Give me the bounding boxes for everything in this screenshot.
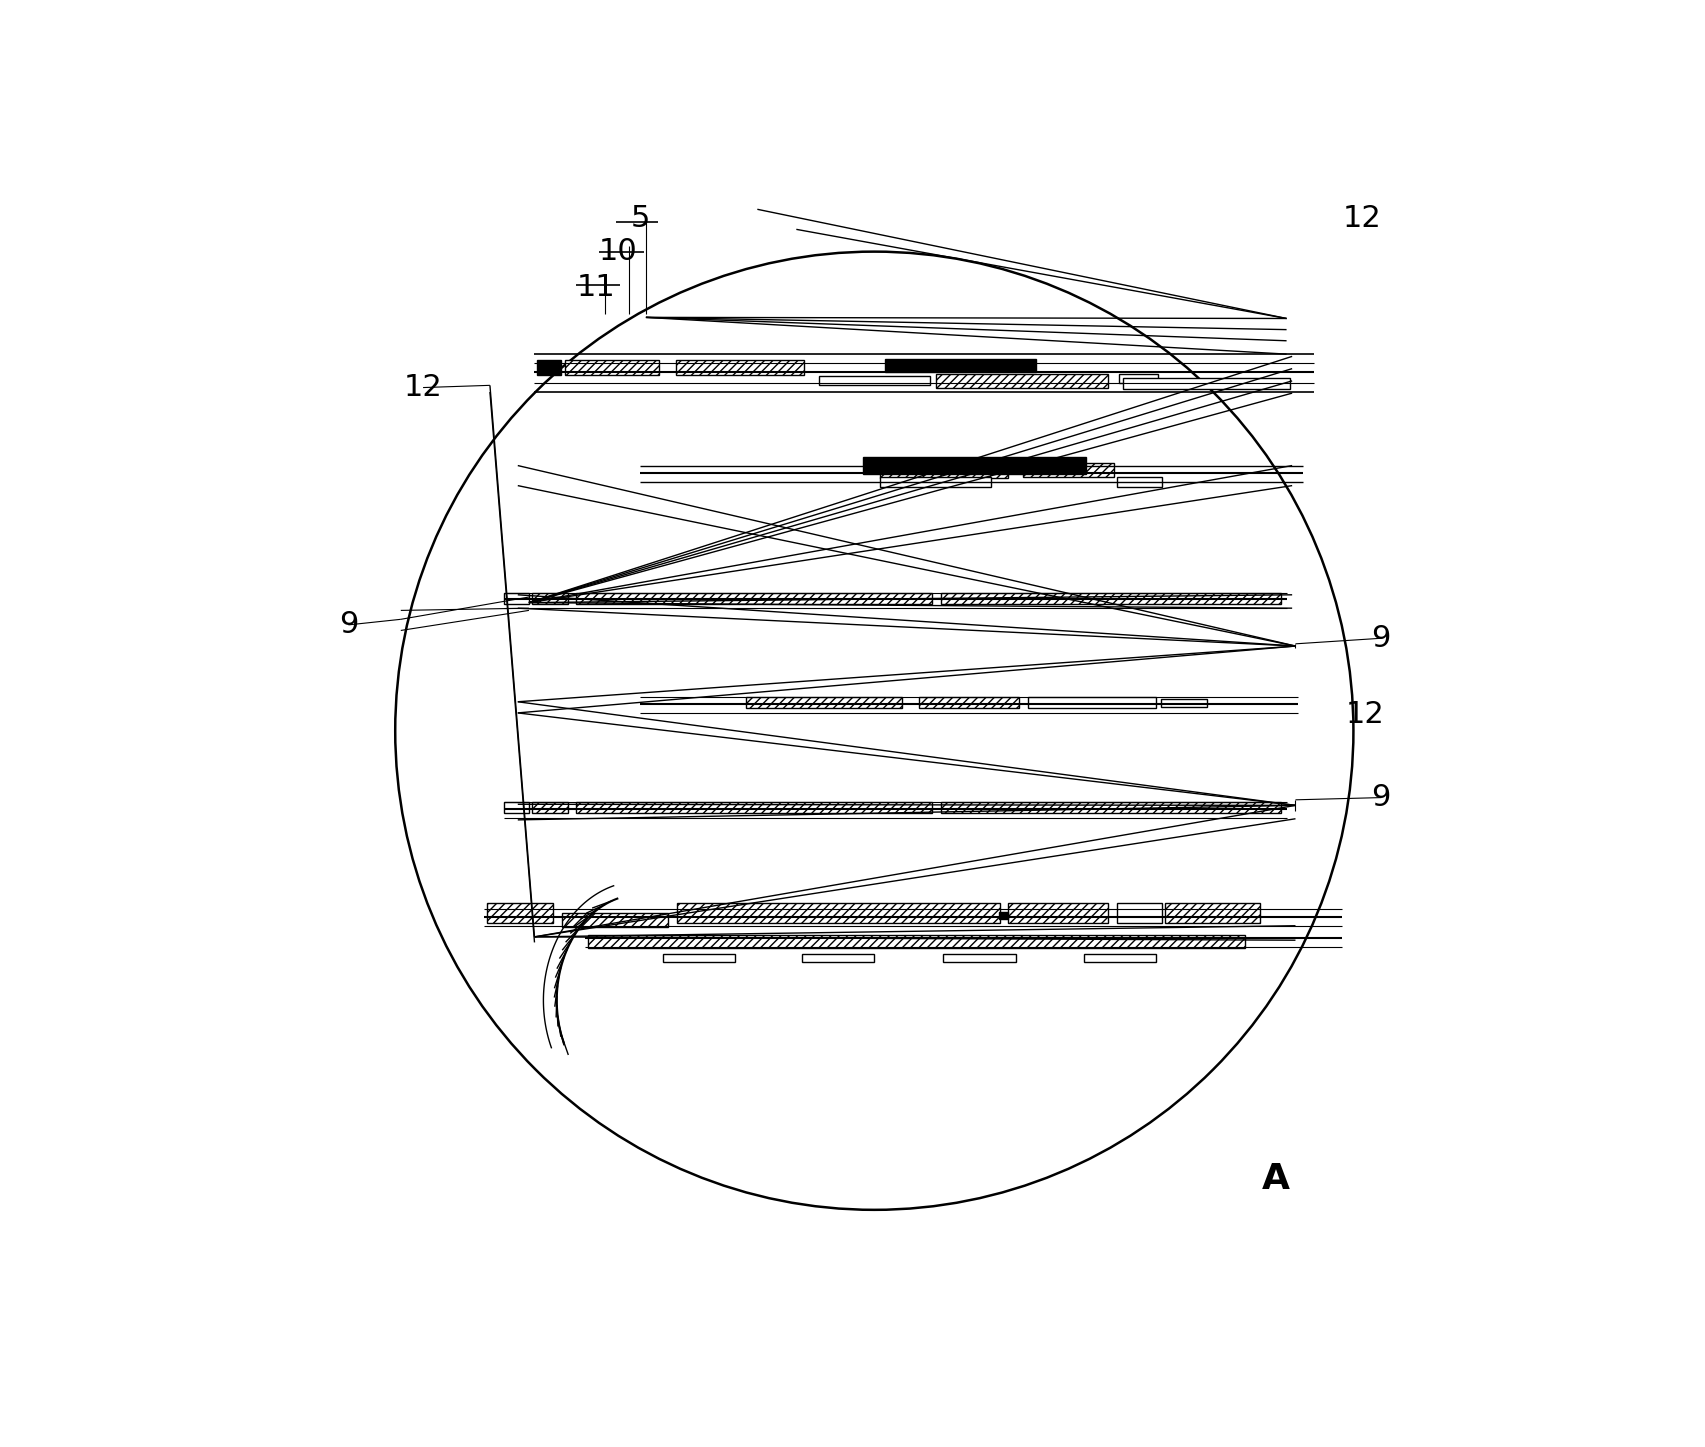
Bar (677, 903, 999, 923)
Bar (1083, 954, 1156, 962)
Bar (941, 802, 1280, 813)
Bar (863, 457, 1086, 475)
Bar (999, 913, 1008, 919)
Bar (880, 462, 1008, 478)
Bar (537, 360, 561, 375)
Bar (575, 802, 931, 813)
Bar (532, 802, 568, 813)
Text: 9: 9 (1371, 783, 1390, 812)
Bar (505, 802, 529, 813)
Text: 9: 9 (339, 611, 358, 640)
Bar (1122, 378, 1289, 389)
Bar (532, 593, 568, 603)
Bar (1117, 478, 1161, 488)
Bar (575, 593, 931, 603)
Bar (486, 903, 552, 923)
Text: 5: 5 (631, 204, 650, 233)
Text: 12: 12 (1342, 204, 1381, 233)
Bar (1008, 903, 1108, 923)
Bar (919, 697, 1018, 709)
Bar (1118, 375, 1158, 383)
Text: 9: 9 (1371, 624, 1390, 653)
Bar (588, 935, 1245, 948)
Bar (564, 360, 658, 375)
Bar (563, 913, 668, 928)
Bar (662, 954, 735, 962)
Bar (801, 954, 875, 962)
Bar (505, 593, 529, 603)
Text: 11: 11 (576, 273, 616, 302)
Bar (1021, 463, 1113, 476)
Text: A: A (1260, 1162, 1289, 1195)
Bar (1159, 699, 1207, 706)
Text: 12: 12 (404, 373, 442, 402)
Bar (745, 697, 902, 709)
Bar (1117, 903, 1161, 923)
Bar (1028, 697, 1156, 709)
Bar (880, 478, 991, 488)
Text: 12: 12 (1345, 699, 1383, 728)
Bar (818, 376, 929, 385)
Bar (941, 593, 1280, 603)
Text: 10: 10 (598, 237, 638, 266)
Bar (943, 954, 1014, 962)
Bar (1165, 903, 1258, 923)
Bar (934, 375, 1108, 388)
Bar (675, 360, 803, 375)
Bar (885, 359, 1035, 372)
